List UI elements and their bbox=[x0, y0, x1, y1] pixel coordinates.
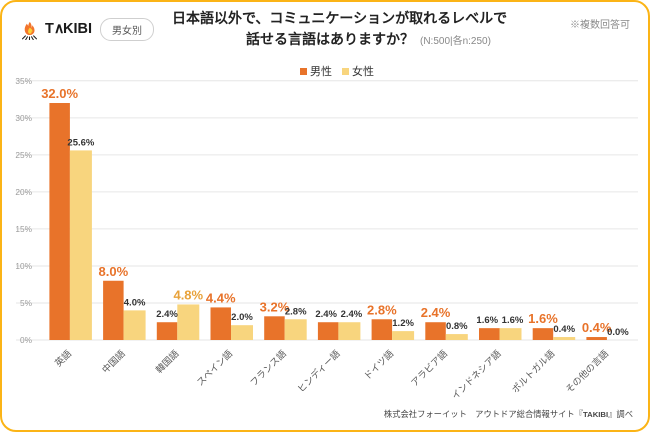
svg-text:0.4%: 0.4% bbox=[553, 324, 575, 335]
svg-text:25.6%: 25.6% bbox=[67, 137, 94, 148]
svg-text:2.4%: 2.4% bbox=[421, 305, 451, 320]
svg-text:20%: 20% bbox=[15, 187, 32, 197]
svg-text:2.4%: 2.4% bbox=[156, 309, 178, 320]
svg-text:25%: 25% bbox=[15, 150, 32, 160]
svg-text:0%: 0% bbox=[20, 335, 33, 345]
svg-text:1.6%: 1.6% bbox=[476, 315, 498, 326]
svg-text:8.0%: 8.0% bbox=[99, 264, 129, 279]
svg-text:0.8%: 0.8% bbox=[446, 321, 468, 332]
svg-text:スペイン語: スペイン語 bbox=[194, 348, 234, 388]
svg-text:インドネシア語: インドネシア語 bbox=[449, 348, 503, 402]
svg-text:2.0%: 2.0% bbox=[231, 312, 253, 323]
svg-text:その他の言語: その他の言語 bbox=[563, 348, 610, 395]
svg-text:1.2%: 1.2% bbox=[392, 318, 414, 329]
svg-text:ポルトガル語: ポルトガル語 bbox=[509, 348, 556, 395]
svg-text:4.8%: 4.8% bbox=[173, 287, 203, 302]
svg-text:2.8%: 2.8% bbox=[285, 306, 307, 317]
svg-text:アラビア語: アラビア語 bbox=[409, 348, 450, 389]
svg-text:ドイツ語: ドイツ語 bbox=[361, 348, 395, 382]
svg-text:0.0%: 0.0% bbox=[607, 327, 629, 338]
svg-text:中国語: 中国語 bbox=[100, 348, 128, 376]
svg-text:ヒンディー語: ヒンディー語 bbox=[295, 348, 342, 395]
svg-text:30%: 30% bbox=[15, 113, 32, 123]
svg-text:15%: 15% bbox=[15, 224, 32, 234]
svg-text:32.0%: 32.0% bbox=[41, 86, 78, 101]
svg-text:2.4%: 2.4% bbox=[315, 309, 337, 320]
svg-text:フランス語: フランス語 bbox=[248, 348, 289, 389]
svg-text:35%: 35% bbox=[15, 76, 32, 86]
svg-text:韓国語: 韓国語 bbox=[153, 348, 181, 376]
svg-text:英語: 英語 bbox=[52, 348, 73, 369]
svg-text:2.4%: 2.4% bbox=[341, 309, 363, 320]
svg-text:2.8%: 2.8% bbox=[367, 302, 397, 317]
svg-text:4.0%: 4.0% bbox=[124, 297, 146, 308]
svg-text:10%: 10% bbox=[15, 261, 32, 271]
svg-text:5%: 5% bbox=[20, 298, 33, 308]
svg-text:1.6%: 1.6% bbox=[502, 315, 524, 326]
svg-text:4.4%: 4.4% bbox=[206, 290, 236, 305]
